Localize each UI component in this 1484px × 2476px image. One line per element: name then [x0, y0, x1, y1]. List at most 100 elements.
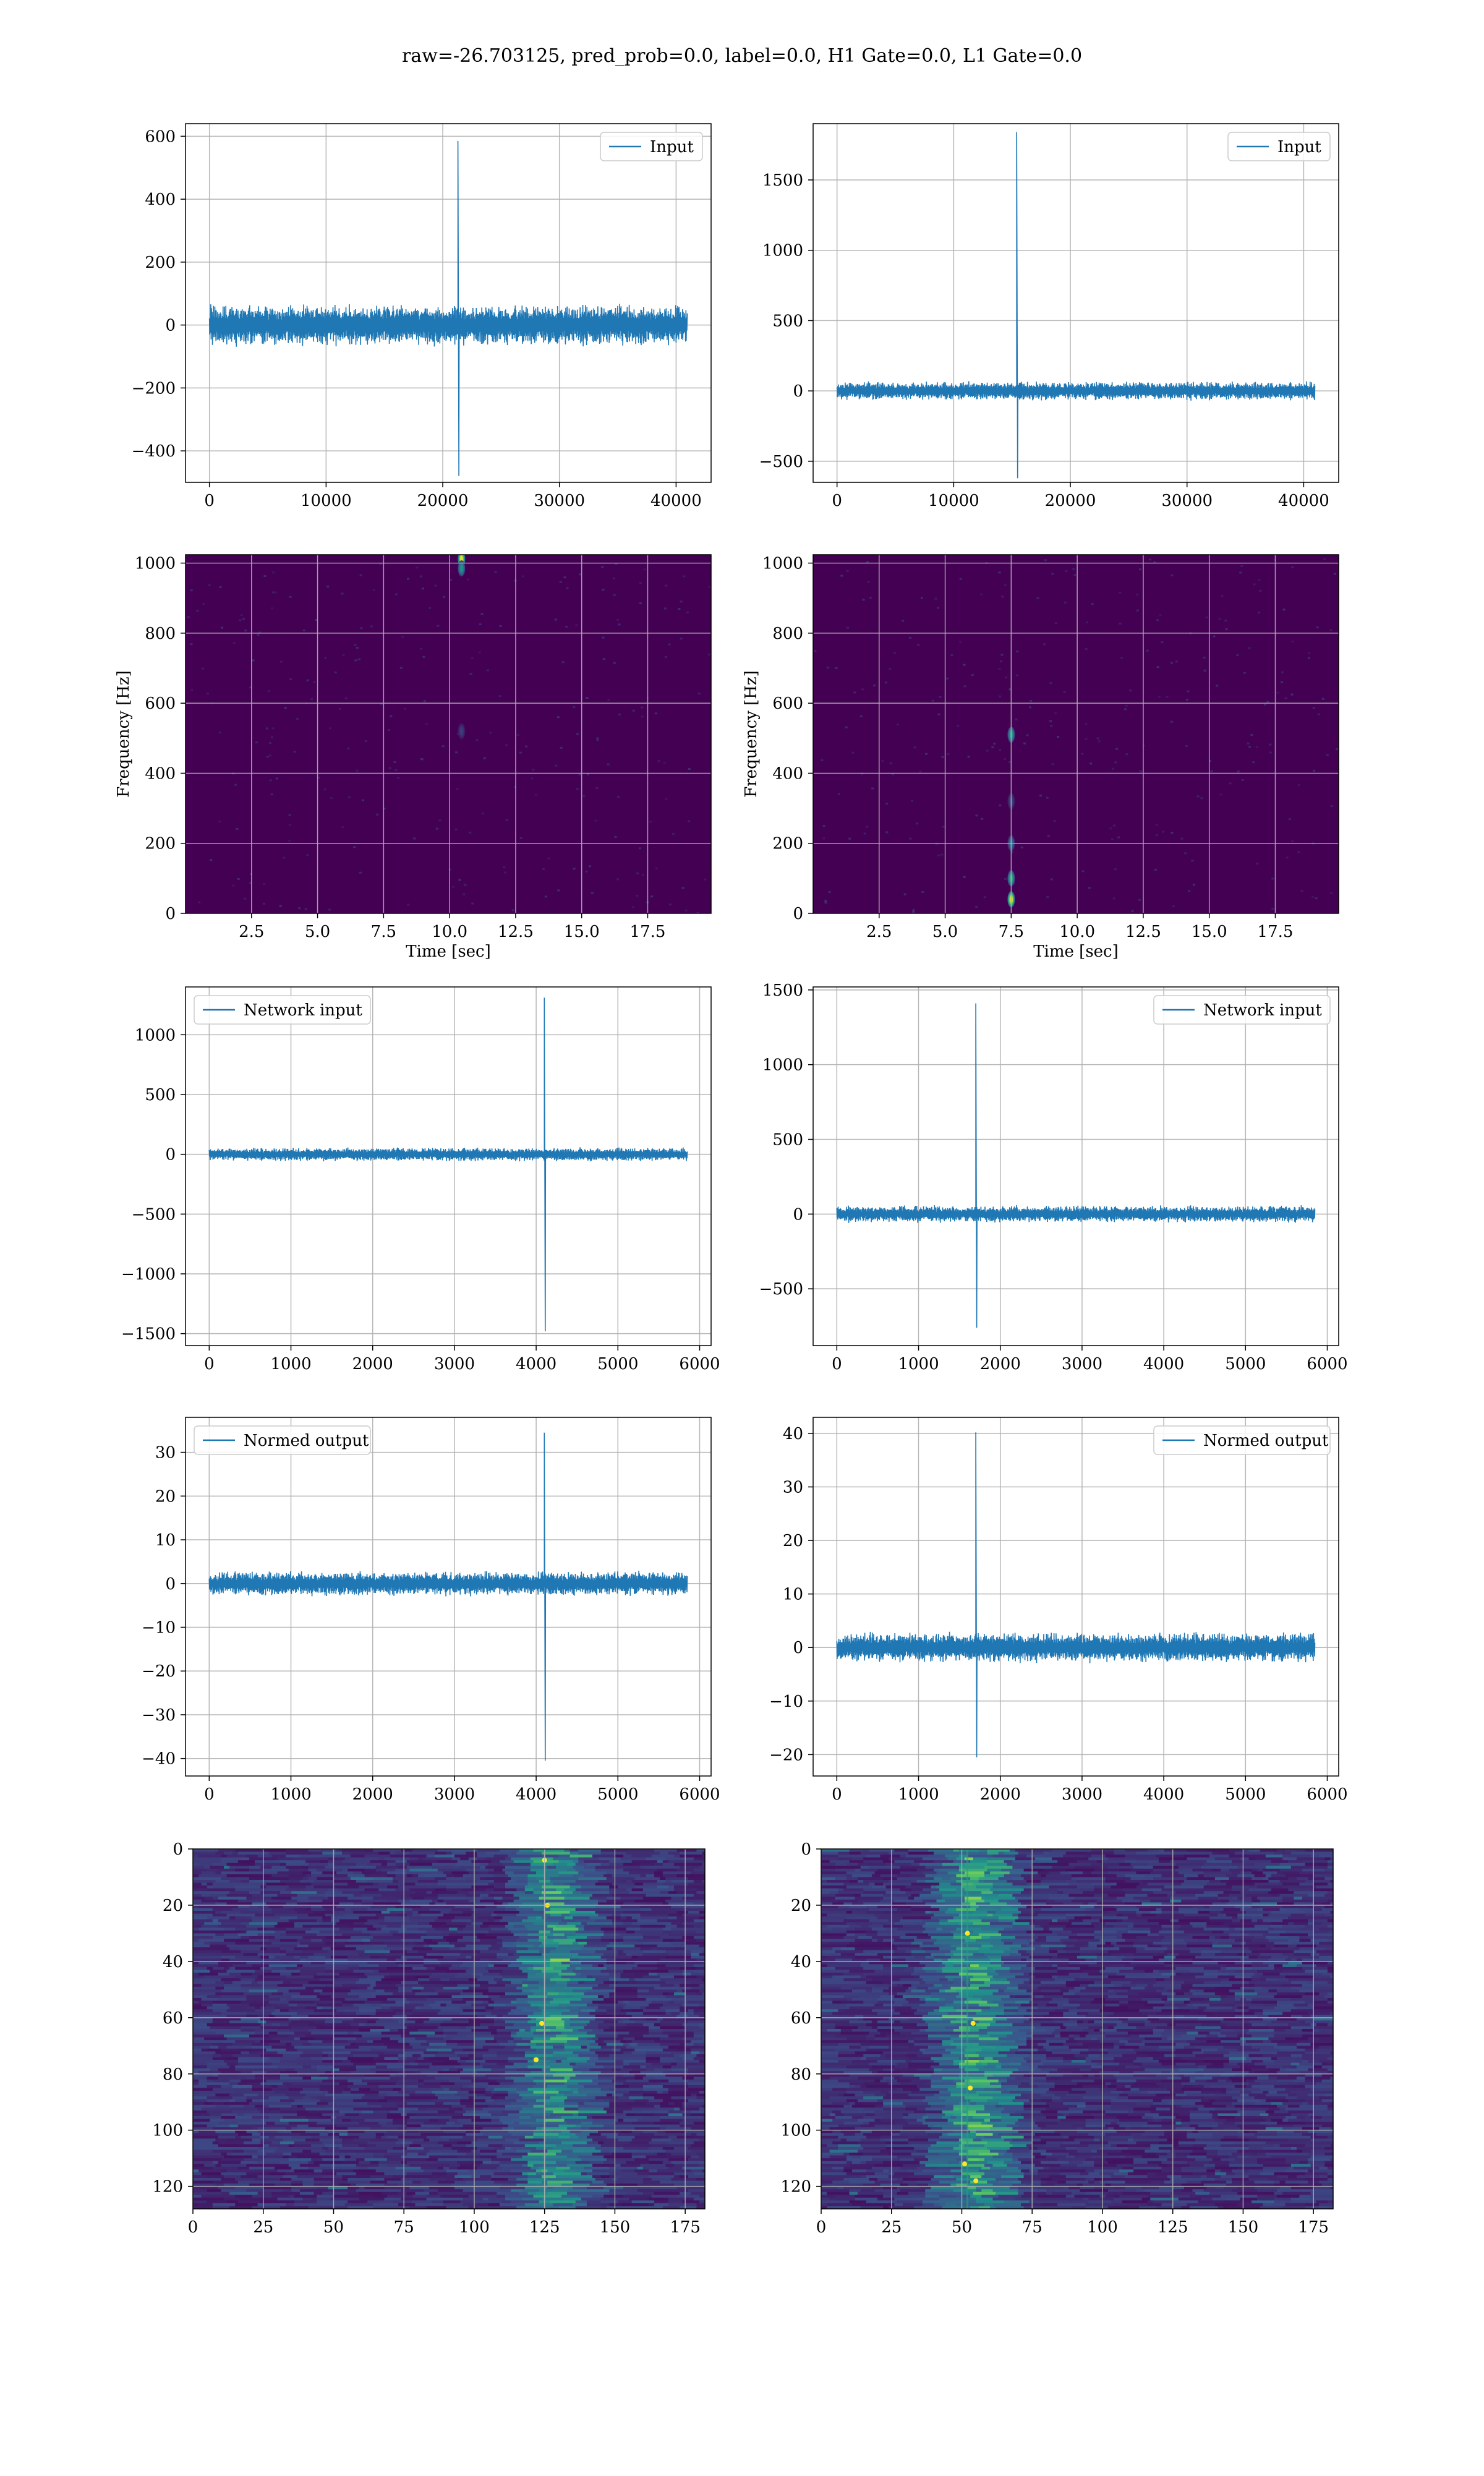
heatmap-cell: [590, 2161, 604, 2164]
heatmap-cell: [224, 1852, 232, 1855]
heatmap-cell: [601, 1956, 613, 1959]
heatmap-cell: [305, 1885, 314, 1889]
heatmap-cell: [550, 2144, 556, 2147]
heatmap-cell: [294, 2046, 323, 2049]
heatmap-cell: [269, 2116, 283, 2119]
heatmap-cell: [1259, 590, 1261, 592]
heatmap-cell: [258, 2153, 267, 2156]
heatmap-cell: [704, 879, 706, 881]
heatmap-cell: [643, 2023, 655, 2026]
heatmap-cell: [328, 2169, 354, 2172]
heatmap-cell: [545, 2119, 565, 2122]
x-tick-label: 4000: [1143, 1355, 1184, 1373]
heatmap-cell: [534, 2063, 542, 2066]
heatmap-cell: [508, 1874, 528, 1877]
heatmap-cell: [193, 1855, 199, 1858]
heatmap-cell: [280, 1947, 294, 1950]
heatmap-cell: [421, 1936, 444, 1939]
heatmap-cell: [311, 1874, 334, 1877]
heatmap-cell: [387, 2164, 410, 2167]
heatmap-cell: [603, 2040, 621, 2043]
heatmap-cell: [382, 1863, 388, 1866]
heatmap-cell: [469, 2046, 483, 2049]
heatmap-cell: [421, 2125, 435, 2128]
heatmap-cell: [376, 2020, 399, 2023]
heatmap-cell: [398, 1967, 412, 1970]
heatmap-cell: [446, 2178, 458, 2181]
y-tick-label: 30: [155, 1444, 176, 1462]
heatmap-cell: [446, 1885, 472, 1889]
heatmap-cell: [443, 2032, 458, 2035]
heatmap-cell: [500, 2181, 528, 2184]
heatmap-cell: [302, 1866, 309, 1869]
heatmap-cell: [215, 1871, 221, 1874]
heatmap-cell: [193, 2195, 202, 2198]
heatmap-cell: [249, 2102, 263, 2105]
heatmap-cell: [578, 1953, 604, 1956]
heatmap-cell: [387, 2094, 410, 2097]
heatmap-cell: [446, 2004, 453, 2007]
heatmap-cell: [696, 2063, 710, 2066]
heatmap-cell: [660, 2026, 686, 2030]
heatmap-cell: [573, 2181, 592, 2184]
heatmap-cell: [317, 1869, 343, 1872]
heatmap-cell: [438, 2012, 461, 2015]
heatmap-cell: [427, 1967, 435, 1970]
heatmap-cell: [527, 1967, 534, 1970]
heatmap-cell: [514, 1871, 537, 1874]
y-tick-label: 200: [145, 835, 176, 853]
heatmap-cell: [668, 2167, 683, 2170]
heatmap-cell: [1224, 620, 1227, 621]
heatmap-cell: [668, 2094, 691, 2097]
heatmap-cell: [362, 2034, 382, 2038]
heatmap-cell: [567, 1981, 579, 1984]
heatmap-cell: [336, 2007, 359, 2010]
heatmap-cell: [239, 620, 241, 621]
series-line: [210, 141, 688, 476]
heatmap-cell: [193, 1933, 216, 1936]
heatmap-cell: [294, 2141, 323, 2145]
heatmap-cell: [516, 1852, 542, 1855]
heatmap-cell: [404, 2063, 410, 2066]
heatmap-cell: [221, 2085, 233, 2088]
heatmap-cell: [401, 1855, 427, 1858]
heatmap-cell: [286, 2068, 294, 2072]
heatmap-cell: [443, 2029, 472, 2032]
heatmap-cell: [634, 1945, 657, 1948]
heatmap-cell: [218, 1900, 238, 1903]
heatmap-cell: [466, 2181, 494, 2184]
heatmap-cell: [438, 1883, 464, 1886]
heatmap-cell: [246, 2156, 252, 2159]
heatmap-cell: [238, 1860, 255, 1863]
axes-frame: [813, 124, 1339, 482]
heatmap-cell: [671, 1927, 688, 1931]
heatmap-cell: [665, 1900, 694, 1903]
heatmap-cell: [382, 1978, 404, 1981]
heatmap-cell: [454, 2175, 472, 2178]
heatmap-cell: [387, 2116, 410, 2119]
heatmap-cell: [677, 1911, 689, 1914]
heatmap-cell: [527, 1933, 553, 1936]
heatmap-cell: [278, 2200, 295, 2203]
heatmap-cell: [218, 2144, 238, 2147]
heatmap-cell: [260, 2007, 275, 2010]
heatmap-cell: [527, 2102, 545, 2105]
heatmap-cell: [365, 2001, 382, 2004]
heatmap-cell: [691, 2113, 717, 2116]
heatmap-cell: [471, 903, 474, 905]
heatmap-cell: [336, 1871, 354, 1874]
heatmap-cell: [260, 2138, 283, 2141]
heatmap-cell: [919, 771, 922, 772]
heatmap-cell: [587, 2038, 593, 2041]
heatmap-cell: [1091, 603, 1094, 605]
heatmap-cell: [336, 2009, 345, 2012]
heatmap-cell: [193, 1927, 199, 1931]
heatmap-cell: [634, 2136, 663, 2139]
heatmap-cell: [398, 2057, 407, 2060]
heatmap-cell: [193, 2038, 205, 2041]
heatmap-cell: [680, 2175, 688, 2178]
heatmap-cell: [291, 2105, 297, 2108]
heatmap-cell: [429, 2057, 449, 2060]
heatmap-cell: [505, 1925, 514, 1928]
